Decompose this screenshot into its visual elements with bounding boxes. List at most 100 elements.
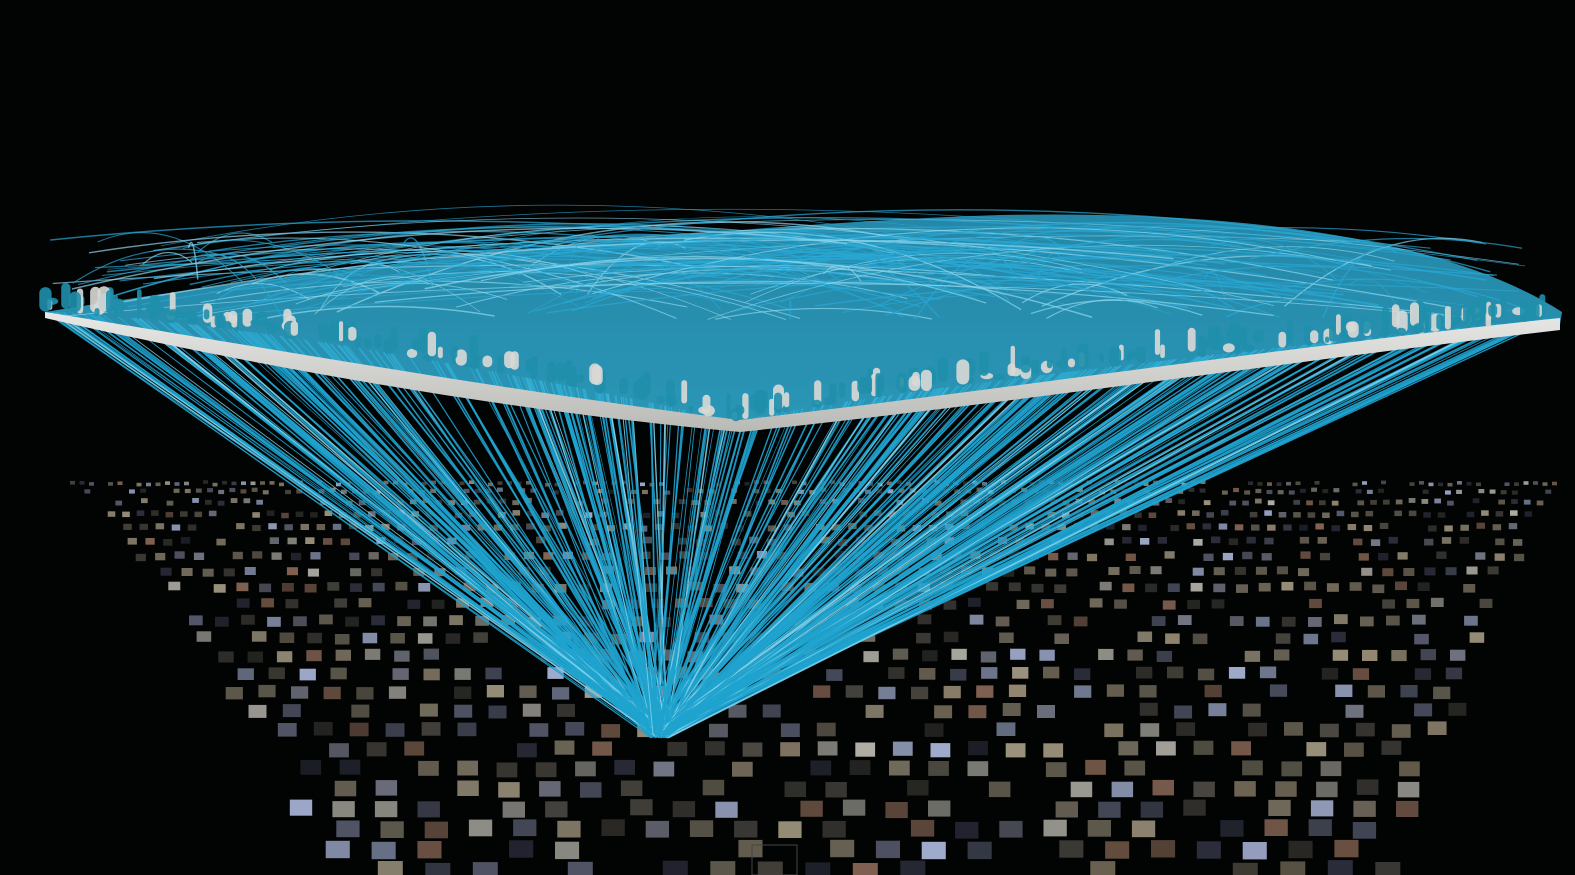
thumbnail	[213, 584, 226, 593]
arc-links	[50, 204, 1526, 321]
thumbnail	[1321, 667, 1339, 680]
thumbnail	[1332, 649, 1349, 661]
thumbnail	[950, 668, 967, 681]
link-line	[88, 313, 667, 736]
thumbnail	[691, 500, 699, 505]
node	[784, 392, 790, 408]
arc-link	[164, 268, 874, 320]
thumbnail	[776, 552, 787, 560]
thumbnail	[976, 685, 994, 698]
link-line	[668, 409, 799, 733]
thumbnail	[1145, 583, 1158, 593]
link-line	[663, 401, 849, 733]
thumbnail	[960, 510, 969, 517]
thumbnail	[757, 861, 783, 875]
thumbnail	[1397, 552, 1408, 560]
thumbnail	[1229, 616, 1244, 626]
node	[592, 365, 603, 386]
thumbnail	[165, 481, 170, 485]
thumbnail	[1457, 481, 1462, 485]
thumbnail	[485, 488, 492, 493]
thumbnail	[729, 566, 741, 575]
link-line	[658, 330, 1431, 735]
thumbnail	[1221, 490, 1228, 495]
thumbnail	[184, 481, 189, 486]
thumbnail	[282, 704, 301, 718]
thumbnail	[1383, 499, 1390, 505]
arc-link	[522, 265, 995, 283]
thumbnail	[1234, 566, 1246, 575]
thumbnail	[285, 489, 291, 495]
thumbnail	[1264, 537, 1274, 545]
thumbnail	[924, 723, 944, 737]
thumbnail	[1417, 582, 1430, 591]
thumbnail	[1104, 723, 1124, 738]
thumbnail	[395, 581, 408, 591]
thumbnail	[377, 861, 403, 875]
thumbnail	[469, 480, 474, 484]
thumbnail	[122, 511, 130, 518]
thumbnail	[1076, 487, 1083, 492]
node	[203, 309, 210, 320]
thumbnail	[1127, 649, 1143, 661]
thumbnail	[834, 550, 845, 559]
thumbnail	[1138, 524, 1147, 531]
thumbnail	[512, 500, 519, 506]
thumbnail	[543, 552, 554, 560]
link-line	[669, 371, 1068, 732]
thumbnail	[247, 651, 263, 663]
thumbnail	[1293, 512, 1301, 518]
thumbnail	[371, 568, 383, 577]
link-line	[668, 321, 1524, 732]
thumbnail	[1122, 583, 1135, 593]
thumbnail	[780, 742, 800, 757]
thumbnail	[529, 723, 549, 737]
thumbnail	[1511, 490, 1518, 495]
thumbnail	[686, 488, 693, 493]
thumbnail	[1229, 500, 1237, 506]
thumbnail	[1090, 510, 1099, 516]
thumbnail	[248, 704, 267, 718]
thumbnail	[496, 762, 518, 778]
thumbnail	[258, 684, 276, 698]
thumbnail	[731, 538, 741, 546]
thumbnail	[1445, 667, 1463, 680]
thumbnail	[1352, 668, 1370, 680]
thumbnail	[1073, 616, 1088, 627]
thumbnail	[1479, 598, 1493, 608]
node	[577, 374, 585, 383]
arc-link	[200, 280, 688, 308]
thumbnail	[1378, 553, 1389, 561]
link-line	[668, 417, 755, 731]
node	[566, 359, 573, 385]
arc-link	[629, 230, 1451, 266]
thumbnail	[659, 552, 670, 560]
node	[1222, 343, 1235, 353]
thumbnail	[1259, 666, 1277, 679]
arc-link	[1030, 299, 1203, 316]
node	[531, 356, 538, 379]
thumbnail	[1106, 523, 1115, 530]
thumbnail	[986, 498, 993, 503]
node	[1046, 358, 1053, 369]
thumbnail	[236, 523, 245, 530]
thumbnail	[526, 481, 531, 485]
thumbnail	[907, 780, 929, 796]
thumbnail	[1399, 761, 1420, 777]
thumbnail	[1281, 761, 1303, 777]
node	[1310, 330, 1319, 344]
node	[1410, 302, 1419, 326]
node	[1160, 344, 1165, 359]
thumbnail	[284, 524, 293, 531]
thumbnail	[1357, 500, 1365, 506]
thumbnail	[291, 686, 309, 699]
thumbnail	[202, 568, 214, 577]
thumbnail	[1114, 599, 1127, 609]
node	[1528, 301, 1540, 320]
thumbnail	[1041, 524, 1050, 531]
thumbnail	[1495, 538, 1505, 546]
thumbnail	[713, 583, 726, 593]
node	[1444, 306, 1451, 330]
thumbnail	[1037, 705, 1055, 718]
thumbnail	[212, 482, 218, 487]
